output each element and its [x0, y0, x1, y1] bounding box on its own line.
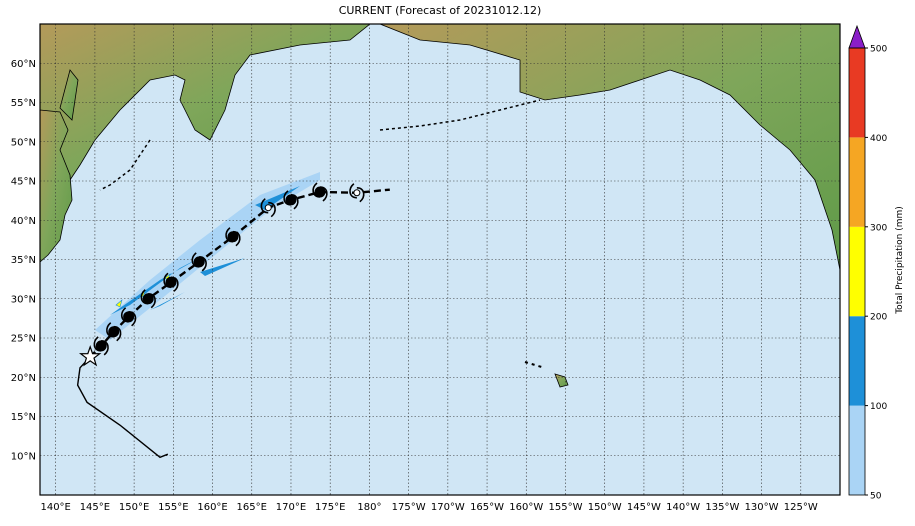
map-frame: [39, 23, 841, 496]
x-tick-label: 150°W: [588, 502, 622, 513]
y-tick-label: 40°N: [11, 216, 36, 227]
grid: [40, 24, 840, 495]
rain-heavy: [110, 186, 300, 315]
colorbar-tick-label: 200: [870, 313, 887, 323]
x-tick-label: 135°W: [705, 502, 739, 513]
sakhalin: [59, 69, 79, 121]
track: [76, 182, 390, 459]
x-tick-label: 160°W: [509, 502, 543, 513]
kurils: [99, 139, 151, 191]
x-tick-label: 175°W: [392, 502, 426, 513]
storm-position: [353, 189, 361, 197]
colorbar-frame: [848, 47, 866, 496]
y-tick-label: 60°N: [11, 59, 36, 70]
colorbar-tick-label: 400: [870, 134, 887, 144]
colorbar-segment: [849, 405, 865, 495]
y-tick-label: 10°N: [11, 451, 36, 462]
y-tick-label: 15°N: [11, 412, 36, 423]
x-tick-label: 170°E: [276, 502, 306, 513]
colorbar-label: Total Precipitation (mm): [895, 206, 905, 315]
japan: [40, 109, 73, 263]
storm-position: [264, 204, 272, 212]
x-tick-label: 160°E: [197, 502, 227, 513]
storm-symbol: [349, 183, 365, 203]
title: CURRENT (Forecast of 20231012.12): [339, 4, 542, 17]
y-tick-label: 35°N: [11, 255, 36, 266]
colorbar-tick-label: 50: [870, 492, 882, 502]
y-tick-label: 30°N: [11, 294, 36, 305]
colorbar-segment: [849, 316, 865, 406]
x-tick-label: 130°W: [745, 502, 779, 513]
x-tick-label: 145°W: [627, 502, 661, 513]
y-tick-label: 25°N: [11, 334, 36, 345]
storm-position: [142, 293, 154, 305]
storm-position: [314, 186, 326, 198]
past-track: [76, 356, 169, 459]
y-tick-label: 55°N: [11, 98, 36, 109]
colorbar-segment: [849, 226, 865, 317]
x-tick-label: 165°E: [237, 502, 267, 513]
storm-position: [285, 194, 297, 206]
storm-position: [108, 326, 120, 338]
colorbar: 50 100 200 300 400 500: [848, 24, 887, 502]
y-tick-label: 45°N: [11, 177, 36, 188]
colorbar-tick-label: 100: [870, 402, 887, 412]
x-tick-label: 180°: [357, 502, 381, 513]
storm-position: [165, 276, 177, 288]
x-tick-label: 170°W: [431, 502, 465, 513]
north-america: [379, 24, 840, 271]
x-tick-label: 155°W: [548, 502, 582, 513]
storm-symbol: [260, 198, 276, 218]
y-tick-label: 20°N: [11, 373, 36, 384]
y-tick-label: 50°N: [11, 137, 36, 148]
colorbar-segment: [849, 48, 865, 138]
asia: [40, 24, 371, 181]
x-tick-label: 125°W: [784, 502, 818, 513]
colorbar-tick-label: 300: [870, 223, 887, 233]
storm-position: [123, 311, 135, 323]
colorbar-segment: [849, 137, 865, 227]
current-position: [78, 345, 102, 367]
storm-position: [95, 340, 107, 352]
aleutians: [379, 99, 541, 131]
x-tick-label: 145°E: [80, 502, 110, 513]
x-tick-label: 140°W: [666, 502, 700, 513]
storm-position: [193, 256, 205, 268]
x-tick-label: 175°E: [315, 502, 345, 513]
storm-position: [227, 231, 239, 243]
colorbar-extension: [848, 24, 866, 49]
x-tick-label: 150°E: [119, 502, 149, 513]
x-tick-label: 140°E: [40, 502, 70, 513]
colorbar-tick-label: 500: [870, 45, 887, 55]
x-tick-label: 165°W: [470, 502, 504, 513]
x-tick-label: 155°E: [158, 502, 188, 513]
